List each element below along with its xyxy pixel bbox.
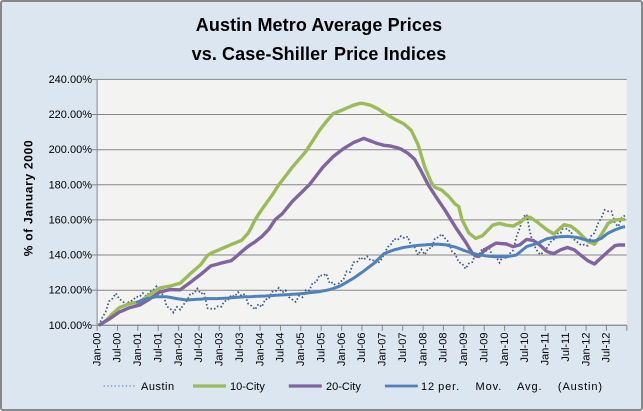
svg-text:Jul-06: Jul-06 xyxy=(356,333,368,363)
svg-text:20-City: 20-City xyxy=(326,381,361,393)
svg-text:200.00%: 200.00% xyxy=(49,144,93,156)
svg-text:100.00%: 100.00% xyxy=(49,320,93,332)
svg-text:Jan-06: Jan-06 xyxy=(336,333,348,367)
svg-text:180.00%: 180.00% xyxy=(49,179,93,191)
svg-text:Jul-03: Jul-03 xyxy=(234,333,246,363)
svg-text:12 per. Mov. Avg. (Austin): 12 per. Mov. Avg. (Austin) xyxy=(421,381,603,393)
svg-text:Jul-05: Jul-05 xyxy=(315,333,327,363)
svg-text:Jul-12: Jul-12 xyxy=(601,333,613,363)
svg-text:Jan-00: Jan-00 xyxy=(91,333,103,367)
svg-text:Jul-09: Jul-09 xyxy=(478,333,490,363)
svg-text:Jul-00: Jul-00 xyxy=(112,333,124,363)
svg-text:Jul-01: Jul-01 xyxy=(152,333,164,363)
svg-text:Jan-03: Jan-03 xyxy=(214,333,226,367)
svg-text:140.00%: 140.00% xyxy=(49,250,93,262)
svg-text:120.00%: 120.00% xyxy=(49,285,93,297)
svg-text:% of January 2000: % of January 2000 xyxy=(22,140,36,257)
svg-text:Jan-08: Jan-08 xyxy=(417,333,429,367)
svg-text:Jan-05: Jan-05 xyxy=(295,333,307,367)
svg-text:Jul-11: Jul-11 xyxy=(560,333,572,362)
svg-text:Jan-02: Jan-02 xyxy=(173,333,185,367)
svg-text:Jul-08: Jul-08 xyxy=(438,333,450,363)
svg-text:Jul-04: Jul-04 xyxy=(275,333,287,363)
svg-text:Jan-11: Jan-11 xyxy=(540,333,552,366)
svg-text:Jul-07: Jul-07 xyxy=(397,333,409,363)
svg-text:Jan-07: Jan-07 xyxy=(377,333,389,367)
svg-text:10-City: 10-City xyxy=(230,381,265,393)
svg-text:Jan-04: Jan-04 xyxy=(254,333,266,367)
svg-text:Austin: Austin xyxy=(141,381,175,393)
svg-text:Jan-01: Jan-01 xyxy=(132,333,144,367)
svg-text:Jul-10: Jul-10 xyxy=(519,333,531,363)
svg-text:160.00%: 160.00% xyxy=(49,214,93,226)
svg-text:Jan-09: Jan-09 xyxy=(458,333,470,367)
svg-text:240.00%: 240.00% xyxy=(49,74,93,86)
svg-text:Jan-10: Jan-10 xyxy=(499,333,511,367)
svg-text:Jul-02: Jul-02 xyxy=(193,333,205,363)
svg-text:Jan-12: Jan-12 xyxy=(580,333,592,367)
svg-text:220.00%: 220.00% xyxy=(49,109,93,121)
